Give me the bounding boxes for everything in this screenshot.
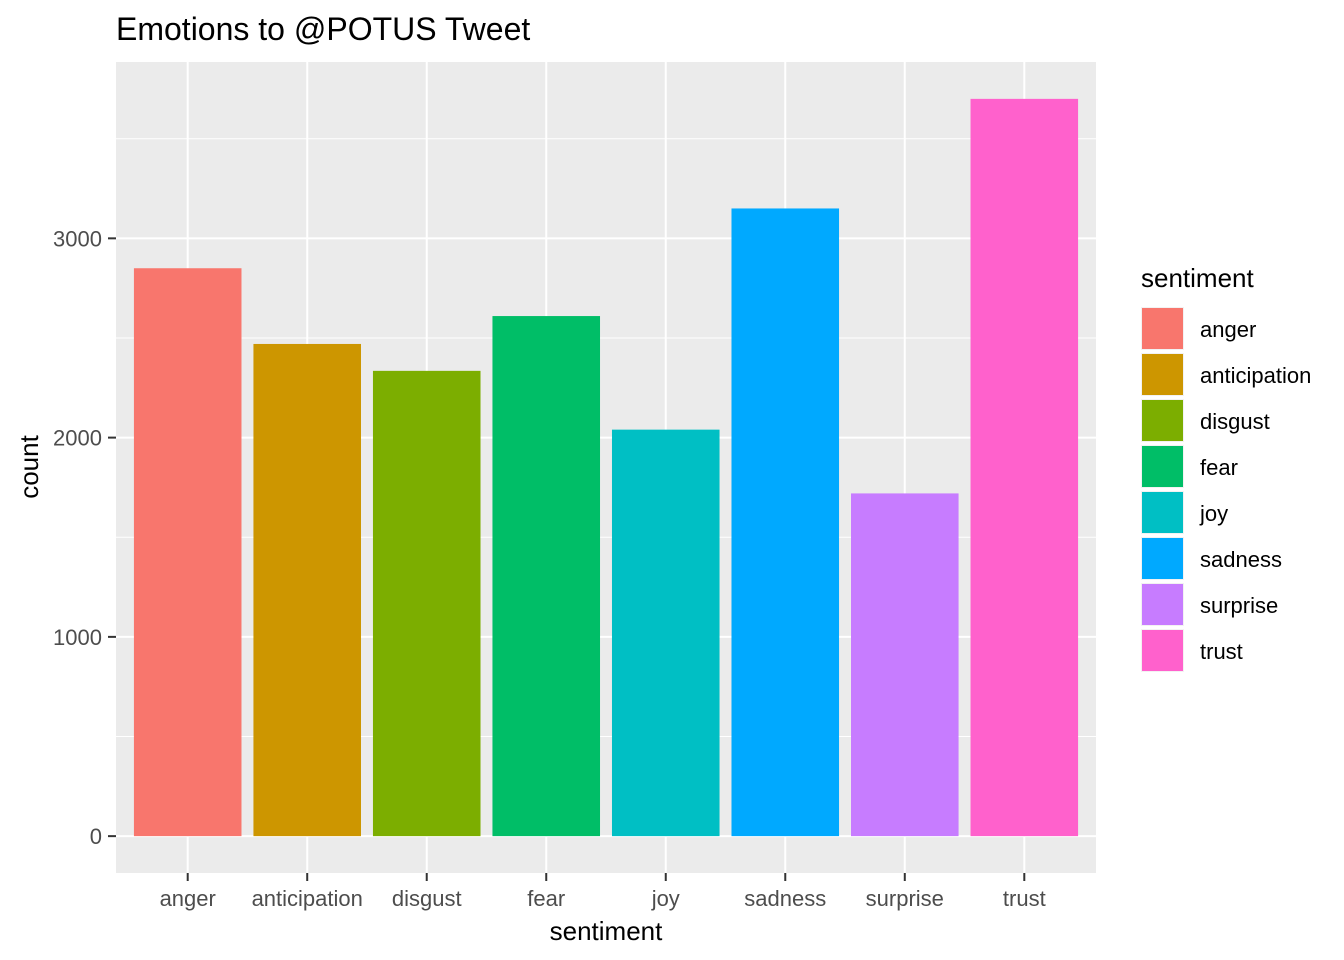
- bar-trust: [970, 98, 1079, 837]
- legend-swatch-fear: [1142, 446, 1183, 487]
- legend-swatch-disgust: [1142, 400, 1183, 441]
- x-tick-label: anger: [160, 886, 216, 911]
- x-axis: anger anticipation disgust fear joy sadness su…: [160, 873, 1046, 911]
- legend-swatch-surprise: [1142, 584, 1183, 625]
- legend-label: fear: [1200, 455, 1238, 480]
- legend-label: anticipation: [1200, 363, 1311, 388]
- y-axis-title: count: [14, 434, 44, 498]
- bar-surprise: [851, 493, 959, 837]
- x-tick-label: sadness: [744, 886, 826, 911]
- x-tick-label: trust: [1003, 886, 1046, 911]
- legend-swatch-anticipation: [1142, 354, 1183, 395]
- bar-joy: [611, 429, 720, 837]
- bar-disgust: [372, 370, 481, 837]
- legend-label: joy: [1199, 501, 1228, 526]
- legend-swatch-trust: [1142, 630, 1183, 671]
- bar-anger: [133, 268, 242, 837]
- y-tick-label: 2000: [53, 426, 102, 451]
- x-tick-label: anticipation: [252, 886, 363, 911]
- bar-sadness: [731, 208, 840, 837]
- legend-label: sadness: [1200, 547, 1282, 572]
- y-tick-label: 0: [90, 824, 102, 849]
- x-tick-label: surprise: [866, 886, 944, 911]
- legend-label: surprise: [1200, 593, 1278, 618]
- legend-label: trust: [1200, 639, 1243, 664]
- legend-label: disgust: [1200, 409, 1270, 434]
- legend: sentiment anger anticipation disgust fear jo…: [1141, 263, 1311, 672]
- legend-swatch-sadness: [1142, 538, 1183, 579]
- y-tick-label: 1000: [53, 625, 102, 650]
- legend-swatch-anger: [1142, 308, 1183, 349]
- y-axis: 0 1000 2000 3000: [53, 226, 116, 849]
- x-tick-label: disgust: [392, 886, 462, 911]
- legend-label: anger: [1200, 317, 1256, 342]
- y-tick-label: 3000: [53, 226, 102, 251]
- x-tick-label: fear: [527, 886, 565, 911]
- bars: [133, 98, 1079, 837]
- legend-title: sentiment: [1141, 263, 1254, 293]
- x-tick-label: joy: [651, 886, 680, 911]
- legend-swatch-joy: [1142, 492, 1183, 533]
- chart-title: Emotions to @POTUS Tweet: [116, 11, 530, 47]
- x-axis-title: sentiment: [550, 916, 663, 946]
- bar-anticipation: [253, 343, 361, 837]
- bar-fear: [492, 316, 601, 837]
